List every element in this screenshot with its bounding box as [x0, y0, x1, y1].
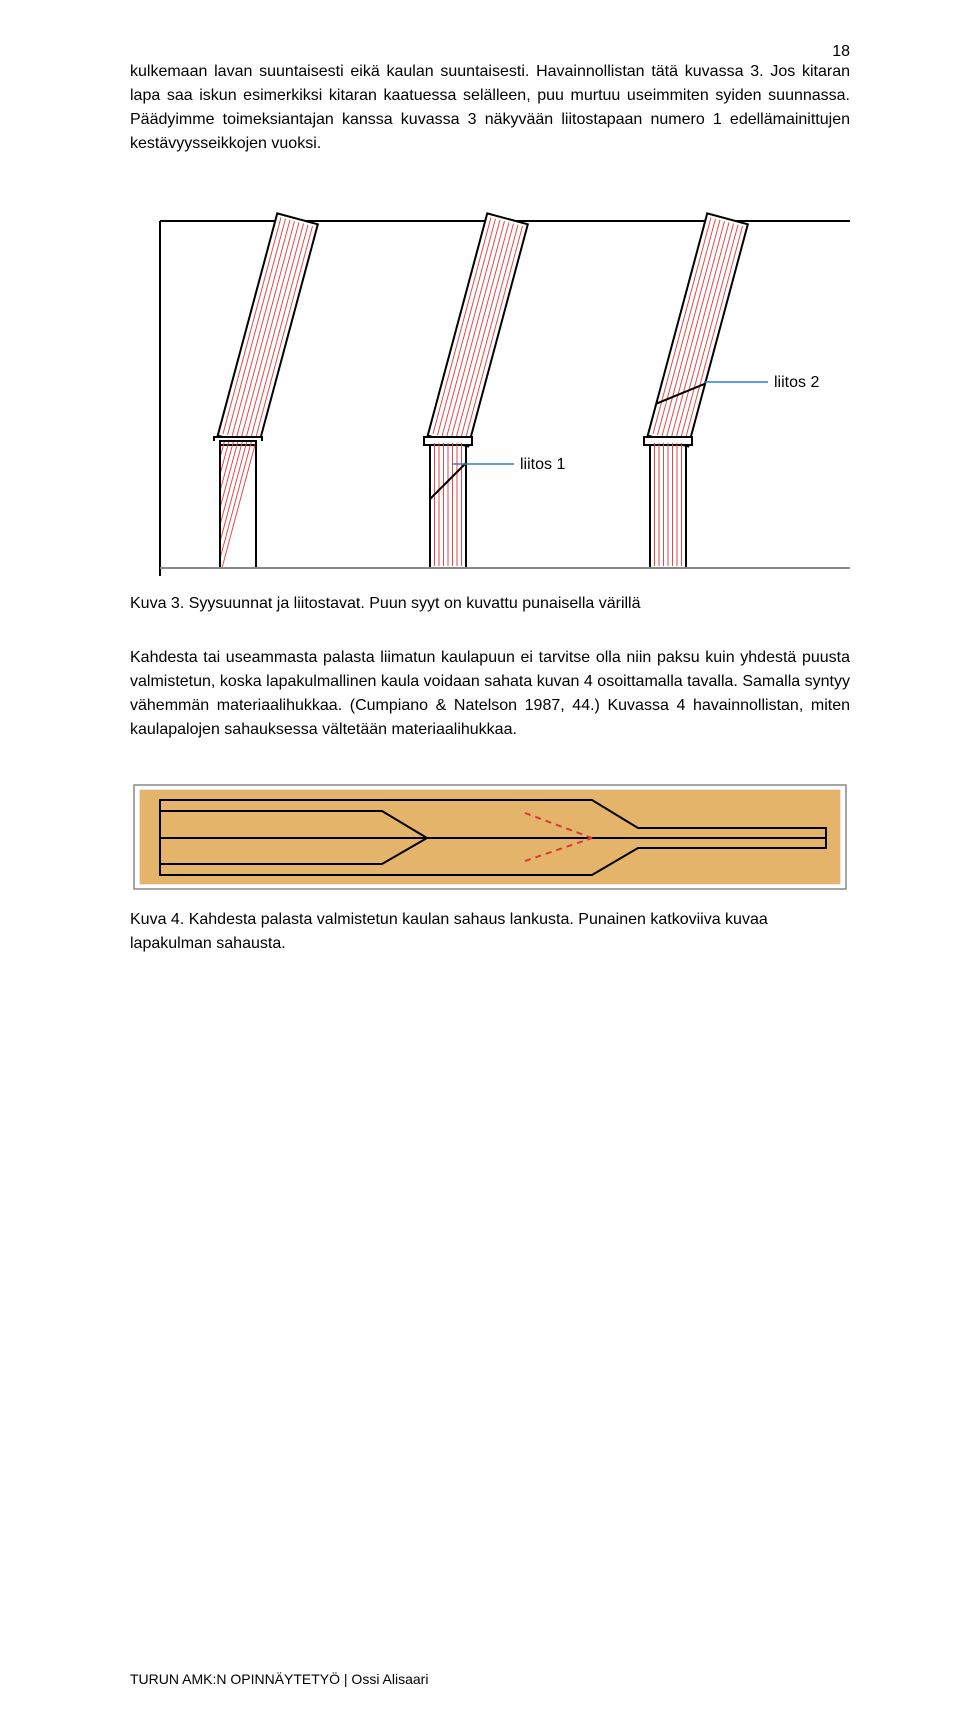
- figure-4-svg: [130, 782, 850, 892]
- paragraph-2: Kahdesta tai useammasta palasta liimatun…: [130, 646, 850, 742]
- figure-3-svg: liitos 1 liitos 2: [130, 196, 850, 576]
- footer: TURUN AMK:N OPINNÄYTETYÖ | Ossi Alisaari: [130, 1669, 428, 1690]
- figure-3-caption: Kuva 3. Syysuunnat ja liitostavat. Puun …: [130, 592, 850, 616]
- label-liitos-1: liitos 1: [520, 456, 565, 473]
- figure-3: liitos 1 liitos 2 Kuva 3. Syysuunnat ja …: [130, 196, 850, 616]
- figure-4-caption: Kuva 4. Kahdesta palasta valmistetun kau…: [130, 908, 850, 956]
- page: 18 kulkemaan lavan suuntaisesti eikä kau…: [0, 0, 960, 1730]
- figure-4: Kuva 4. Kahdesta palasta valmistetun kau…: [130, 782, 850, 956]
- paragraph-1: kulkemaan lavan suuntaisesti eikä kaulan…: [130, 60, 850, 156]
- label-liitos-2: liitos 2: [774, 374, 819, 391]
- page-number: 18: [832, 40, 850, 64]
